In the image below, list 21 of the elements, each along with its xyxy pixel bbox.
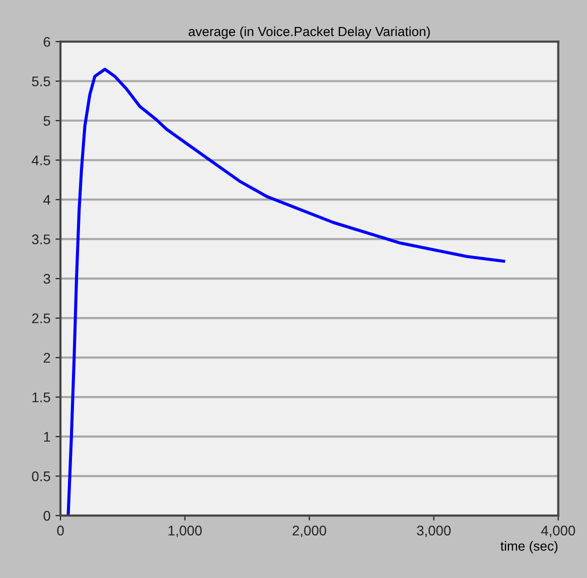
y-tick-label: 6 xyxy=(44,36,50,47)
line-series xyxy=(66,68,506,516)
x-tick-label: 3,000 xyxy=(416,526,451,538)
y-tick-label: 5.5 xyxy=(32,76,50,86)
y-tick-label: 1 xyxy=(44,432,50,442)
y-tick-label: 2.5 xyxy=(32,313,50,324)
x-axis-title: time (sec) xyxy=(500,541,558,554)
y-tick-label: 4.5 xyxy=(32,156,50,166)
y-tick-label: 2 xyxy=(44,352,50,363)
x-tick-label: 1,000 xyxy=(168,526,202,538)
y-tick-label: 3 xyxy=(44,274,50,284)
y-tick-label: 1.5 xyxy=(32,392,50,402)
x-tick-label: 4,000 xyxy=(541,526,576,538)
x-tick-label: 0 xyxy=(57,526,64,536)
y-tick-label: 4 xyxy=(43,195,50,205)
x-tick-label: 2,000 xyxy=(292,526,326,538)
y-tick-label: 0.5 xyxy=(32,471,50,482)
y-tick-label: 0 xyxy=(44,510,50,521)
y-tick-label: 5 xyxy=(44,116,50,126)
chart-title: average (in Voice.Packet Delay Variation) xyxy=(188,26,430,39)
y-tick-label: 3.5 xyxy=(32,234,50,244)
